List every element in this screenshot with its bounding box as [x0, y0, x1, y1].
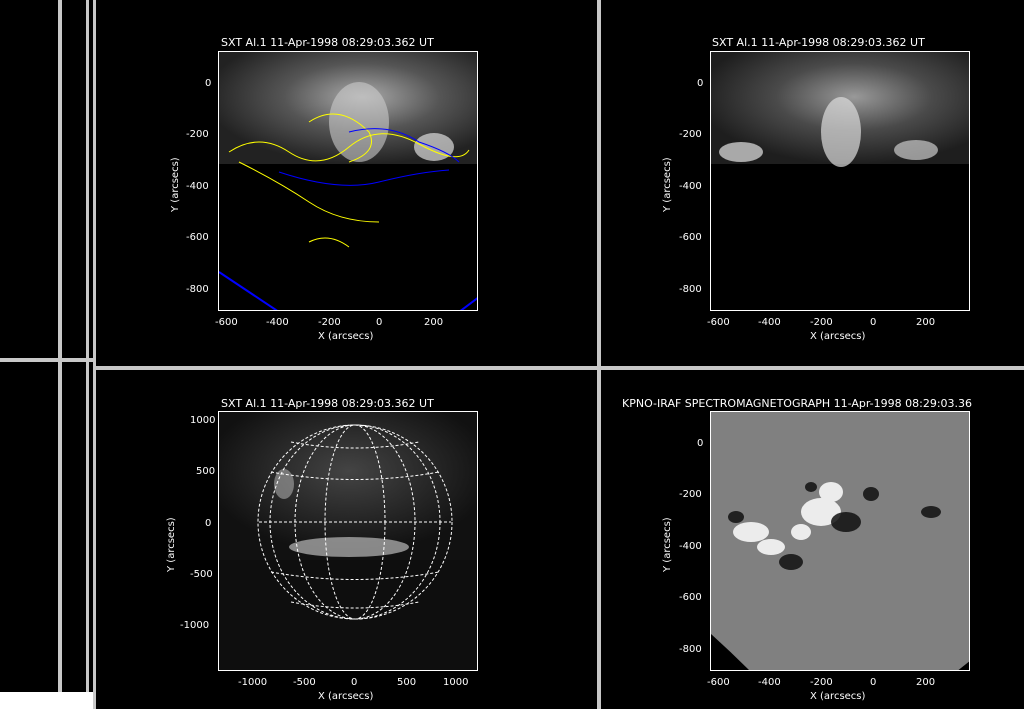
x-tick-label: -600 — [215, 317, 238, 328]
x-tick-label: 200 — [916, 317, 936, 328]
x-tick-label: 200 — [424, 317, 444, 328]
x-tick-label: -400 — [266, 317, 289, 328]
plot-area[interactable] — [218, 411, 478, 671]
x-tick-label: 0 — [870, 317, 877, 328]
left-divider-1[interactable] — [58, 0, 62, 709]
sxt-image — [219, 52, 477, 310]
y-tick-label: -400 — [679, 541, 702, 552]
x-tick-label: -200 — [318, 317, 341, 328]
y-tick-label: 0 — [697, 78, 704, 89]
y-tick-label: -200 — [679, 489, 702, 500]
x-tick-label: -200 — [810, 317, 833, 328]
x-axis-label: X (arcsecs) — [810, 691, 866, 702]
x-tick-label: -1000 — [238, 677, 268, 688]
x-tick-label: -500 — [293, 677, 316, 688]
x-tick-label: -400 — [758, 317, 781, 328]
y-tick-label: -600 — [186, 232, 209, 243]
y-tick-label: -400 — [679, 181, 702, 192]
y-tick-label: 1000 — [190, 415, 216, 426]
x-tick-label: -200 — [810, 677, 833, 688]
x-axis-label: X (arcsecs) — [810, 331, 866, 342]
y-tick-label: -400 — [186, 181, 209, 192]
panel-title: KPNO-IRAF SPECTROMAGNETOGRAPH 11-Apr-199… — [622, 397, 973, 410]
y-tick-label: 0 — [205, 518, 212, 529]
y-tick-label: 0 — [205, 78, 212, 89]
y-axis-label: Y (arcsecs) — [166, 517, 177, 572]
left-h-divider[interactable] — [0, 358, 96, 362]
y-tick-label: -200 — [186, 129, 209, 140]
panel-title: SXT Al.1 11-Apr-1998 08:29:03.362 UT — [712, 36, 925, 49]
y-tick-label: -800 — [679, 644, 702, 655]
center-v-divider[interactable] — [597, 0, 601, 709]
left-divider-3[interactable] — [93, 0, 96, 709]
y-tick-label: -1000 — [180, 620, 210, 631]
panel-title: SXT Al.1 11-Apr-1998 08:29:03.362 UT — [221, 397, 434, 410]
sxt-image — [711, 52, 969, 167]
y-axis-label: Y (arcsecs) — [662, 517, 673, 572]
x-axis-label: X (arcsecs) — [318, 691, 374, 702]
y-tick-label: -600 — [679, 232, 702, 243]
y-axis-label: Y (arcsecs) — [662, 157, 673, 212]
y-tick-label: -200 — [679, 129, 702, 140]
x-tick-label: 500 — [397, 677, 417, 688]
x-tick-label: 0 — [351, 677, 358, 688]
x-tick-label: 0 — [376, 317, 383, 328]
plot-area[interactable] — [218, 51, 478, 311]
x-tick-label: -600 — [707, 677, 730, 688]
x-tick-label: 200 — [916, 677, 936, 688]
y-axis-label: Y (arcsecs) — [170, 157, 181, 212]
fulldisk-image — [219, 412, 477, 670]
y-tick-label: -800 — [186, 284, 209, 295]
left-divider-2[interactable] — [86, 0, 89, 709]
x-tick-label: 0 — [870, 677, 877, 688]
center-h-divider[interactable] — [93, 366, 1024, 370]
y-tick-label: 0 — [697, 438, 704, 449]
x-tick-label: -600 — [707, 317, 730, 328]
corner-box — [0, 692, 93, 709]
y-tick-label: 500 — [196, 466, 216, 477]
magnetogram-image — [711, 482, 969, 670]
plot-area[interactable] — [710, 51, 970, 311]
x-tick-label: 1000 — [443, 677, 469, 688]
x-axis-label: X (arcsecs) — [318, 331, 374, 342]
plot-area[interactable] — [710, 411, 970, 671]
y-tick-label: -500 — [190, 569, 213, 580]
y-tick-label: -600 — [679, 592, 702, 603]
panel-title: SXT Al.1 11-Apr-1998 08:29:03.362 UT — [221, 36, 434, 49]
x-tick-label: -400 — [758, 677, 781, 688]
y-tick-label: -800 — [679, 284, 702, 295]
